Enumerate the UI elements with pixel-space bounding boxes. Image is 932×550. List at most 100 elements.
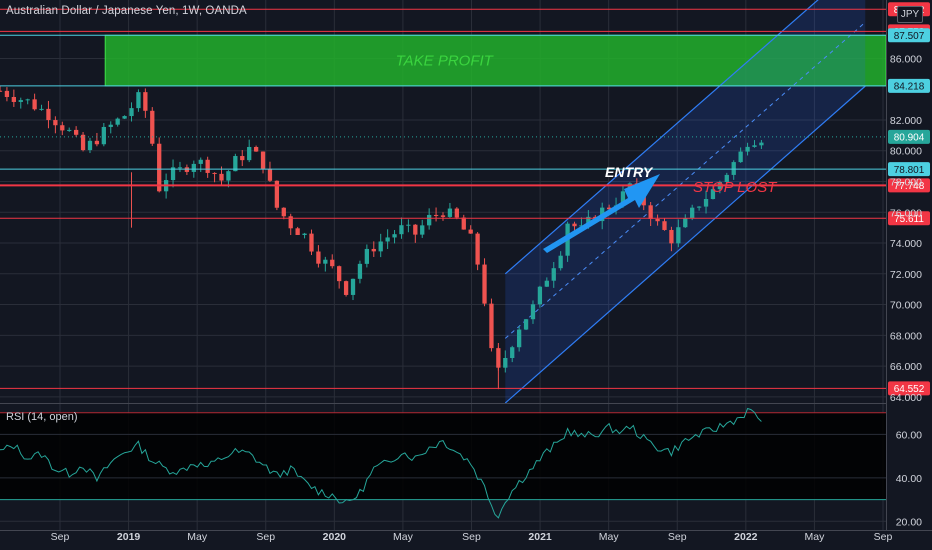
candle-body [703, 199, 709, 207]
channel-upper-line[interactable] [504, 0, 865, 275]
candle-body [73, 129, 79, 135]
channel-fill [505, 0, 866, 403]
x-tick-label: May [187, 531, 208, 543]
candle-body [288, 216, 293, 229]
candle-body [309, 233, 314, 252]
candle-body [350, 278, 356, 295]
candle-body [343, 281, 349, 295]
candle-body [357, 263, 363, 279]
candle-body [378, 241, 383, 252]
price-level-label: 84.218 [894, 82, 925, 93]
candle-body [108, 124, 113, 127]
candle-body [205, 159, 210, 173]
candle-body [316, 251, 321, 264]
candle-body [544, 280, 549, 287]
take-profit-label: TAKE PROFIT [396, 53, 495, 70]
candle-body [510, 347, 515, 359]
candle-body [710, 189, 716, 200]
candle-body [399, 225, 404, 235]
x-tick-label: 2021 [528, 531, 552, 543]
annotations[interactable]: TAKE PROFIT ENTRY STOP LOST [396, 53, 779, 253]
symbol-title: Australian Dollar / Japanese Yen, 1W, OA… [6, 5, 247, 17]
candle-body [759, 142, 764, 146]
candle-body [302, 233, 307, 235]
x-tick-label: May [393, 531, 414, 543]
candle-body [558, 255, 563, 269]
entry-label: ENTRY [605, 164, 654, 180]
candle-body [461, 217, 466, 230]
candle-body [523, 319, 529, 330]
candle-body [669, 229, 674, 244]
candle-body [87, 140, 93, 151]
candle-body [281, 207, 286, 217]
candle-body [745, 146, 750, 152]
rsi-pane [0, 407, 886, 522]
candle-body [337, 266, 342, 282]
entry-arrow[interactable] [543, 174, 660, 253]
candle-body [323, 259, 328, 264]
rsi-tick-label: 40.00 [896, 473, 922, 485]
candle-body [468, 229, 473, 234]
x-tick-label: 2019 [117, 531, 141, 543]
y-tick-label: 66.000 [890, 361, 922, 373]
candle-body [482, 264, 487, 304]
y-tick-label: 82.000 [890, 115, 922, 127]
candle-body [32, 99, 37, 110]
candle-body [212, 172, 217, 174]
candle-body [60, 125, 65, 131]
rsi-tick-label: 60.00 [896, 429, 922, 441]
regression-channel[interactable] [504, 0, 866, 404]
currency-badge[interactable]: JPY [897, 6, 923, 23]
candle-body [676, 227, 681, 244]
rsi-tick-label: 20.00 [896, 516, 922, 528]
candles [0, 86, 764, 390]
candle-body [39, 108, 44, 110]
candle-body [80, 134, 86, 151]
candle-body [551, 268, 556, 281]
candle-body [94, 140, 100, 145]
candle-body [433, 214, 439, 216]
candle-body [648, 205, 653, 220]
x-tick-label: 2020 [323, 531, 347, 543]
rsi-label: RSI (14, open) [6, 411, 78, 423]
candle-body [503, 358, 508, 368]
candle-body [274, 180, 280, 208]
channel-lower-line[interactable] [504, 85, 866, 404]
candle-body [586, 216, 591, 226]
y-tick-label: 68.000 [890, 330, 922, 342]
candle-body [150, 110, 155, 144]
candle-body [191, 163, 196, 172]
stop-loss-label: STOP LOST [693, 179, 778, 196]
price-level-label: 77.748 [894, 181, 925, 192]
candle-body [364, 248, 370, 264]
price-level-label: 64.552 [894, 384, 925, 395]
candle-body [454, 208, 459, 218]
candle-body [129, 108, 134, 117]
candle-body [53, 120, 58, 126]
candle-body [18, 100, 23, 102]
candle-body [122, 116, 127, 119]
candle-body [11, 96, 16, 102]
candle-body [447, 208, 453, 217]
candle-body [530, 304, 536, 320]
price-level-label: 75.611 [894, 214, 924, 225]
y-tick-label: 80.000 [890, 146, 922, 158]
candle-body [731, 162, 736, 175]
candle-body [427, 214, 432, 226]
candle-body [260, 151, 266, 169]
x-tick-label: Sep [256, 531, 275, 543]
y-tick-label: 64.000 [890, 392, 922, 404]
candle-body [696, 206, 702, 208]
candle-body [475, 233, 480, 265]
y-tick-label: 70.000 [890, 300, 922, 312]
rsi-line [0, 407, 762, 519]
candle-body [198, 159, 203, 164]
candle-body [752, 145, 757, 147]
y-tick-label: 76.000 [890, 207, 922, 219]
x-tick-label: Sep [462, 531, 481, 543]
price-level-label: 78.801 [894, 165, 925, 176]
candle-body [240, 156, 245, 161]
candle-body [690, 207, 695, 218]
price-level-label: 87.507 [894, 31, 925, 42]
candle-body [606, 207, 612, 210]
